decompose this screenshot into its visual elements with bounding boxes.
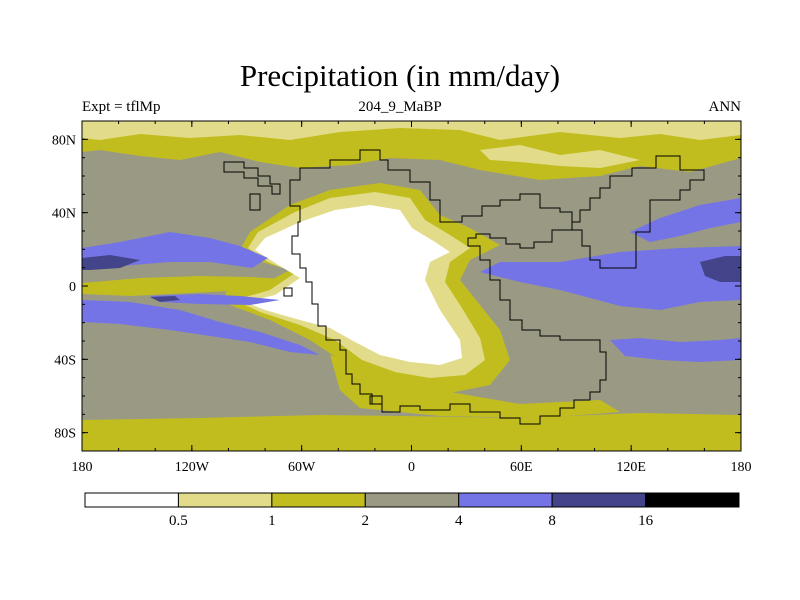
- colorbar-swatch: [177, 492, 273, 508]
- band-1-2-southern-belt: [82, 413, 741, 451]
- land-outline-west-islands: [249, 193, 261, 211]
- land-outline-equatorial-island: [283, 287, 293, 297]
- x-tick-label: 0: [408, 460, 415, 475]
- band-4-8-south-pacific: [82, 300, 320, 355]
- band-8-16-west-pacific: [82, 255, 140, 270]
- y-tick-label: 40S: [54, 353, 76, 368]
- band-4-8-southeast: [610, 338, 741, 362]
- band-4-8-northeast: [630, 198, 741, 242]
- colorbar-swatch: [84, 492, 179, 508]
- x-tick-label: 120E: [616, 460, 646, 475]
- colorbar-swatch: [364, 492, 460, 508]
- y-tick-label: 40N: [52, 207, 76, 222]
- time-label: 204_9_MaBP: [358, 99, 442, 115]
- band-4-8-east-tethys: [480, 246, 741, 310]
- y-tick-label: 80N: [52, 133, 76, 148]
- band-below-0.5-arid-core: [245, 205, 462, 365]
- y-tick-label: 80S: [54, 427, 76, 442]
- band-0.5-1-arctic-patch: [480, 145, 640, 168]
- x-tick-label: 180: [731, 460, 752, 475]
- x-tick-label: 60W: [288, 460, 316, 475]
- x-tick-label: 60E: [510, 460, 533, 475]
- colorbar-label: 8: [548, 513, 556, 529]
- colorbar-swatch: [645, 492, 740, 508]
- season-label: ANN: [708, 99, 742, 115]
- chart-title: Precipitation (in mm/day): [239, 58, 561, 93]
- band-4-8-equatorial: [150, 294, 280, 305]
- band-1-2-southern-ocean: [330, 355, 620, 418]
- colorbar-label: 1: [268, 513, 276, 529]
- colorbar-label: 4: [455, 513, 463, 529]
- band-8-16-east-tethys: [700, 256, 741, 282]
- land-outline-southeast-arm: [369, 395, 383, 405]
- y-tick-label: 0: [69, 280, 76, 295]
- colorbar-label: 0.5: [169, 513, 188, 529]
- colorbar-swatch: [271, 492, 366, 508]
- colorbar-label: 2: [362, 513, 370, 529]
- band-0.5-1-arctic: [82, 121, 741, 140]
- x-tick-label: 180: [72, 460, 93, 475]
- colorbar-swatch: [458, 492, 553, 508]
- land-outline-east-coast: [571, 155, 705, 269]
- colorbar-swatch: [551, 492, 647, 508]
- land-outline-north-islands: [223, 161, 281, 195]
- land-outline: [289, 149, 607, 425]
- band-below-0.5-arid-patch: [408, 286, 420, 298]
- x-tick-label: 120W: [175, 460, 210, 475]
- band-8-16-equatorial-spot: [150, 296, 180, 302]
- band-1-2-equatorial-tongue: [82, 276, 310, 296]
- experiment-label: Expt = tflMp: [82, 99, 161, 115]
- colorbar-label: 16: [638, 513, 654, 529]
